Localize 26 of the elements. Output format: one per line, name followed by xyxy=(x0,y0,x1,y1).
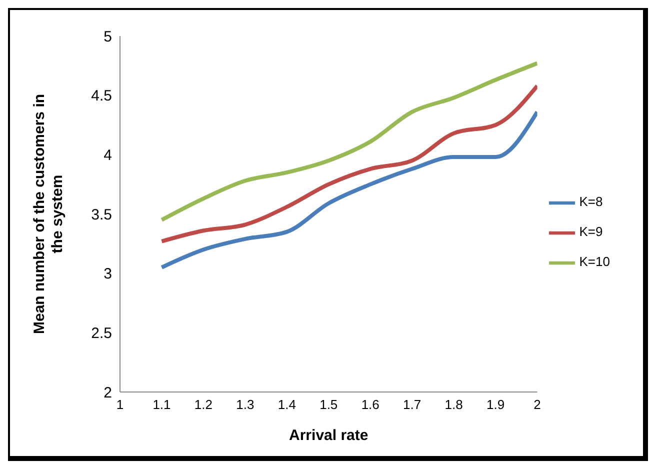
x-tick-label: 1.9 xyxy=(486,397,505,412)
y-tick-label: 4.5 xyxy=(91,88,112,105)
y-tick-label: 5 xyxy=(104,28,112,46)
line-series xyxy=(160,84,538,244)
y-tick-label: 3 xyxy=(104,266,112,283)
y-tick-label: 2.5 xyxy=(91,324,112,342)
x-tick-label: 1.2 xyxy=(194,397,212,412)
x-tick-label: 1.6 xyxy=(361,397,380,412)
y-tick-label: 2 xyxy=(104,384,112,402)
x-tick-label: 1.5 xyxy=(320,397,338,412)
x-tick-label: 1 xyxy=(116,397,124,412)
x-tick-label: 1.7 xyxy=(403,397,422,412)
x-tick-label: 1.4 xyxy=(278,397,296,412)
x-axis-title: Arrival rate xyxy=(289,427,368,444)
legend-label: K=9 xyxy=(579,224,603,239)
y-tick-label: 4 xyxy=(104,146,112,164)
x-tick-label: 2 xyxy=(534,397,541,412)
y-axis-title: Mean number of the customers in the system xyxy=(31,94,66,334)
line-series xyxy=(160,110,538,270)
y-tick-label: 3.5 xyxy=(91,206,112,224)
line-series xyxy=(160,61,538,222)
legend-label: K=10 xyxy=(579,254,610,269)
x-tick-label: 1.8 xyxy=(444,397,463,412)
x-tick-label: 1.3 xyxy=(236,397,254,412)
legend-label: K=8 xyxy=(579,194,603,209)
x-tick-label: 1.1 xyxy=(152,397,171,412)
